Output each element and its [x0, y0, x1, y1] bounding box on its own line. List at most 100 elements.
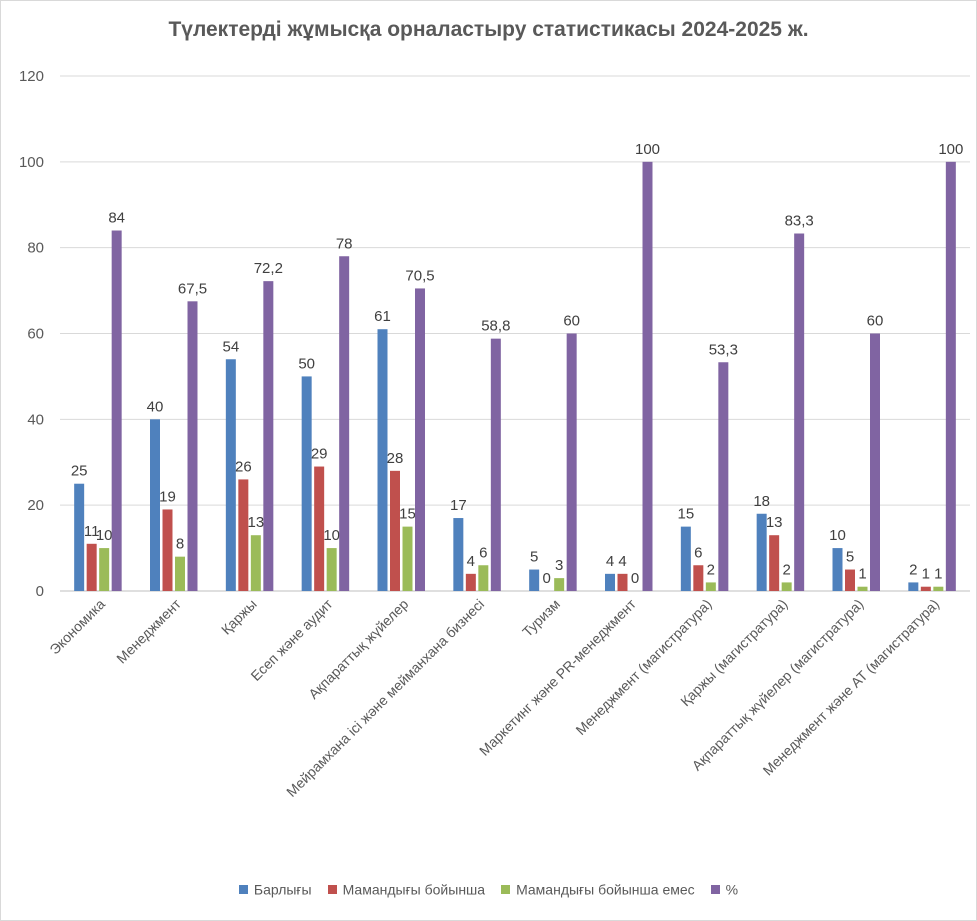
data-label: 10: [96, 527, 113, 544]
bar-3-8: [718, 362, 729, 591]
bar-1-3: [314, 466, 325, 591]
data-label: 2: [782, 561, 790, 578]
bar-1-10: [845, 569, 855, 591]
legend-label: Мамандығы бойынша: [342, 881, 486, 898]
bar-0-9: [756, 513, 767, 591]
bar-1-0: [86, 543, 97, 591]
legend-label: %: [725, 881, 739, 898]
data-label: 6: [479, 544, 487, 561]
data-label: 6: [694, 544, 702, 561]
data-label: 0: [631, 570, 639, 587]
data-label: 53,3: [709, 341, 738, 358]
bar-0-10: [832, 548, 843, 591]
bar-3-11: [945, 161, 956, 592]
x-category-label: Маркетинг және PR-менеджмент: [476, 595, 639, 758]
data-label: 83,3: [785, 213, 814, 230]
data-label: 54: [222, 338, 239, 355]
data-label: 0: [542, 570, 550, 587]
bar-0-2: [225, 359, 236, 591]
data-label: 13: [247, 514, 264, 531]
data-label: 100: [635, 141, 660, 158]
data-label: 61: [374, 308, 391, 325]
data-label: 40: [147, 398, 164, 415]
y-tick-label: 60: [27, 326, 44, 343]
bar-2-1: [175, 556, 185, 591]
bar-2-10: [857, 586, 868, 591]
bar-1-2: [238, 479, 249, 591]
legend-item: Мамандығы бойынша: [327, 880, 486, 898]
data-label: 5: [530, 549, 538, 566]
data-label: 5: [846, 549, 854, 566]
bar-2-9: [781, 582, 792, 591]
data-label: 4: [618, 553, 626, 570]
bar-1-11: [920, 586, 931, 591]
bar-3-4: [415, 288, 425, 591]
bar-0-5: [453, 518, 464, 591]
bar-3-2: [263, 281, 274, 591]
data-label: 15: [677, 506, 694, 523]
data-label: 10: [829, 527, 846, 544]
y-tick-label: 0: [36, 583, 44, 600]
bar-0-11: [908, 582, 919, 591]
x-category-label: Есеп және аудит: [247, 595, 335, 683]
bar-3-6: [566, 333, 577, 591]
data-label: 67,5: [178, 280, 207, 297]
bar-1-5: [465, 573, 476, 591]
bar-2-6: [554, 578, 565, 591]
data-label: 60: [563, 313, 580, 330]
data-label: 11: [84, 523, 100, 540]
bar-3-10: [870, 333, 880, 591]
x-category-label: Қаржы: [218, 596, 260, 638]
x-category-label: Менеджмент: [113, 595, 184, 666]
bar-1-7: [617, 573, 628, 591]
bar-3-1: [187, 301, 198, 591]
data-label: 18: [753, 493, 770, 510]
data-label: 2: [707, 561, 715, 578]
bar-1-1: [162, 509, 173, 591]
data-label: 2: [909, 561, 917, 578]
data-label: 50: [298, 355, 315, 372]
data-label: 84: [108, 210, 125, 227]
legend-item: Барлығы: [238, 880, 312, 898]
bar-3-5: [490, 338, 501, 591]
y-tick-label: 40: [27, 411, 44, 428]
legend-item: %: [710, 880, 739, 898]
bar-3-9: [794, 233, 805, 592]
x-category-label: Менеджмент (магистратура): [572, 596, 714, 738]
data-label: 8: [176, 536, 184, 553]
bar-1-8: [693, 565, 704, 591]
bar-3-7: [642, 161, 653, 592]
chart-legend: Барлығы Мамандығы бойынша Мамандығы бойынш…: [0, 880, 977, 897]
chart-title: Түлектерді жұмысқа орналастыру статистик…: [168, 18, 809, 41]
x-category-label: Экономика: [46, 596, 108, 658]
legend-label: Барлығы: [253, 881, 312, 898]
bar-0-0: [74, 483, 85, 591]
bar-0-8: [680, 526, 691, 591]
data-label: 70,5: [405, 267, 434, 284]
bar-0-3: [301, 376, 312, 591]
data-label: 13: [766, 514, 783, 531]
data-label: 19: [159, 488, 176, 505]
y-tick-label: 100: [19, 154, 44, 171]
legend-item: Мамандығы бойынша емес: [501, 880, 695, 897]
bar-0-7: [605, 573, 615, 591]
bar-2-8: [705, 582, 716, 591]
data-label: 4: [467, 553, 475, 570]
data-label: 72,2: [254, 260, 283, 277]
x-category-label: Менеджмент және АТ (магистратура): [760, 596, 943, 779]
data-label: 78: [336, 235, 353, 252]
data-label: 1: [922, 566, 930, 583]
bar-3-3: [339, 256, 350, 591]
bar-0-4: [377, 329, 388, 591]
chart-plot: 02040608010012025111084Экономика4019867,…: [19, 68, 970, 800]
bar-2-3: [326, 548, 337, 591]
data-label: 3: [555, 557, 563, 574]
y-tick-label: 80: [27, 240, 44, 257]
bar-2-4: [402, 526, 413, 591]
data-label: 29: [311, 446, 328, 463]
data-label: 100: [938, 141, 963, 158]
bar-1-4: [390, 470, 400, 591]
data-label: 10: [323, 527, 340, 544]
data-label: 15: [399, 506, 416, 523]
x-category-label: Ақпараттық жүйелер (магистратура): [689, 596, 867, 774]
